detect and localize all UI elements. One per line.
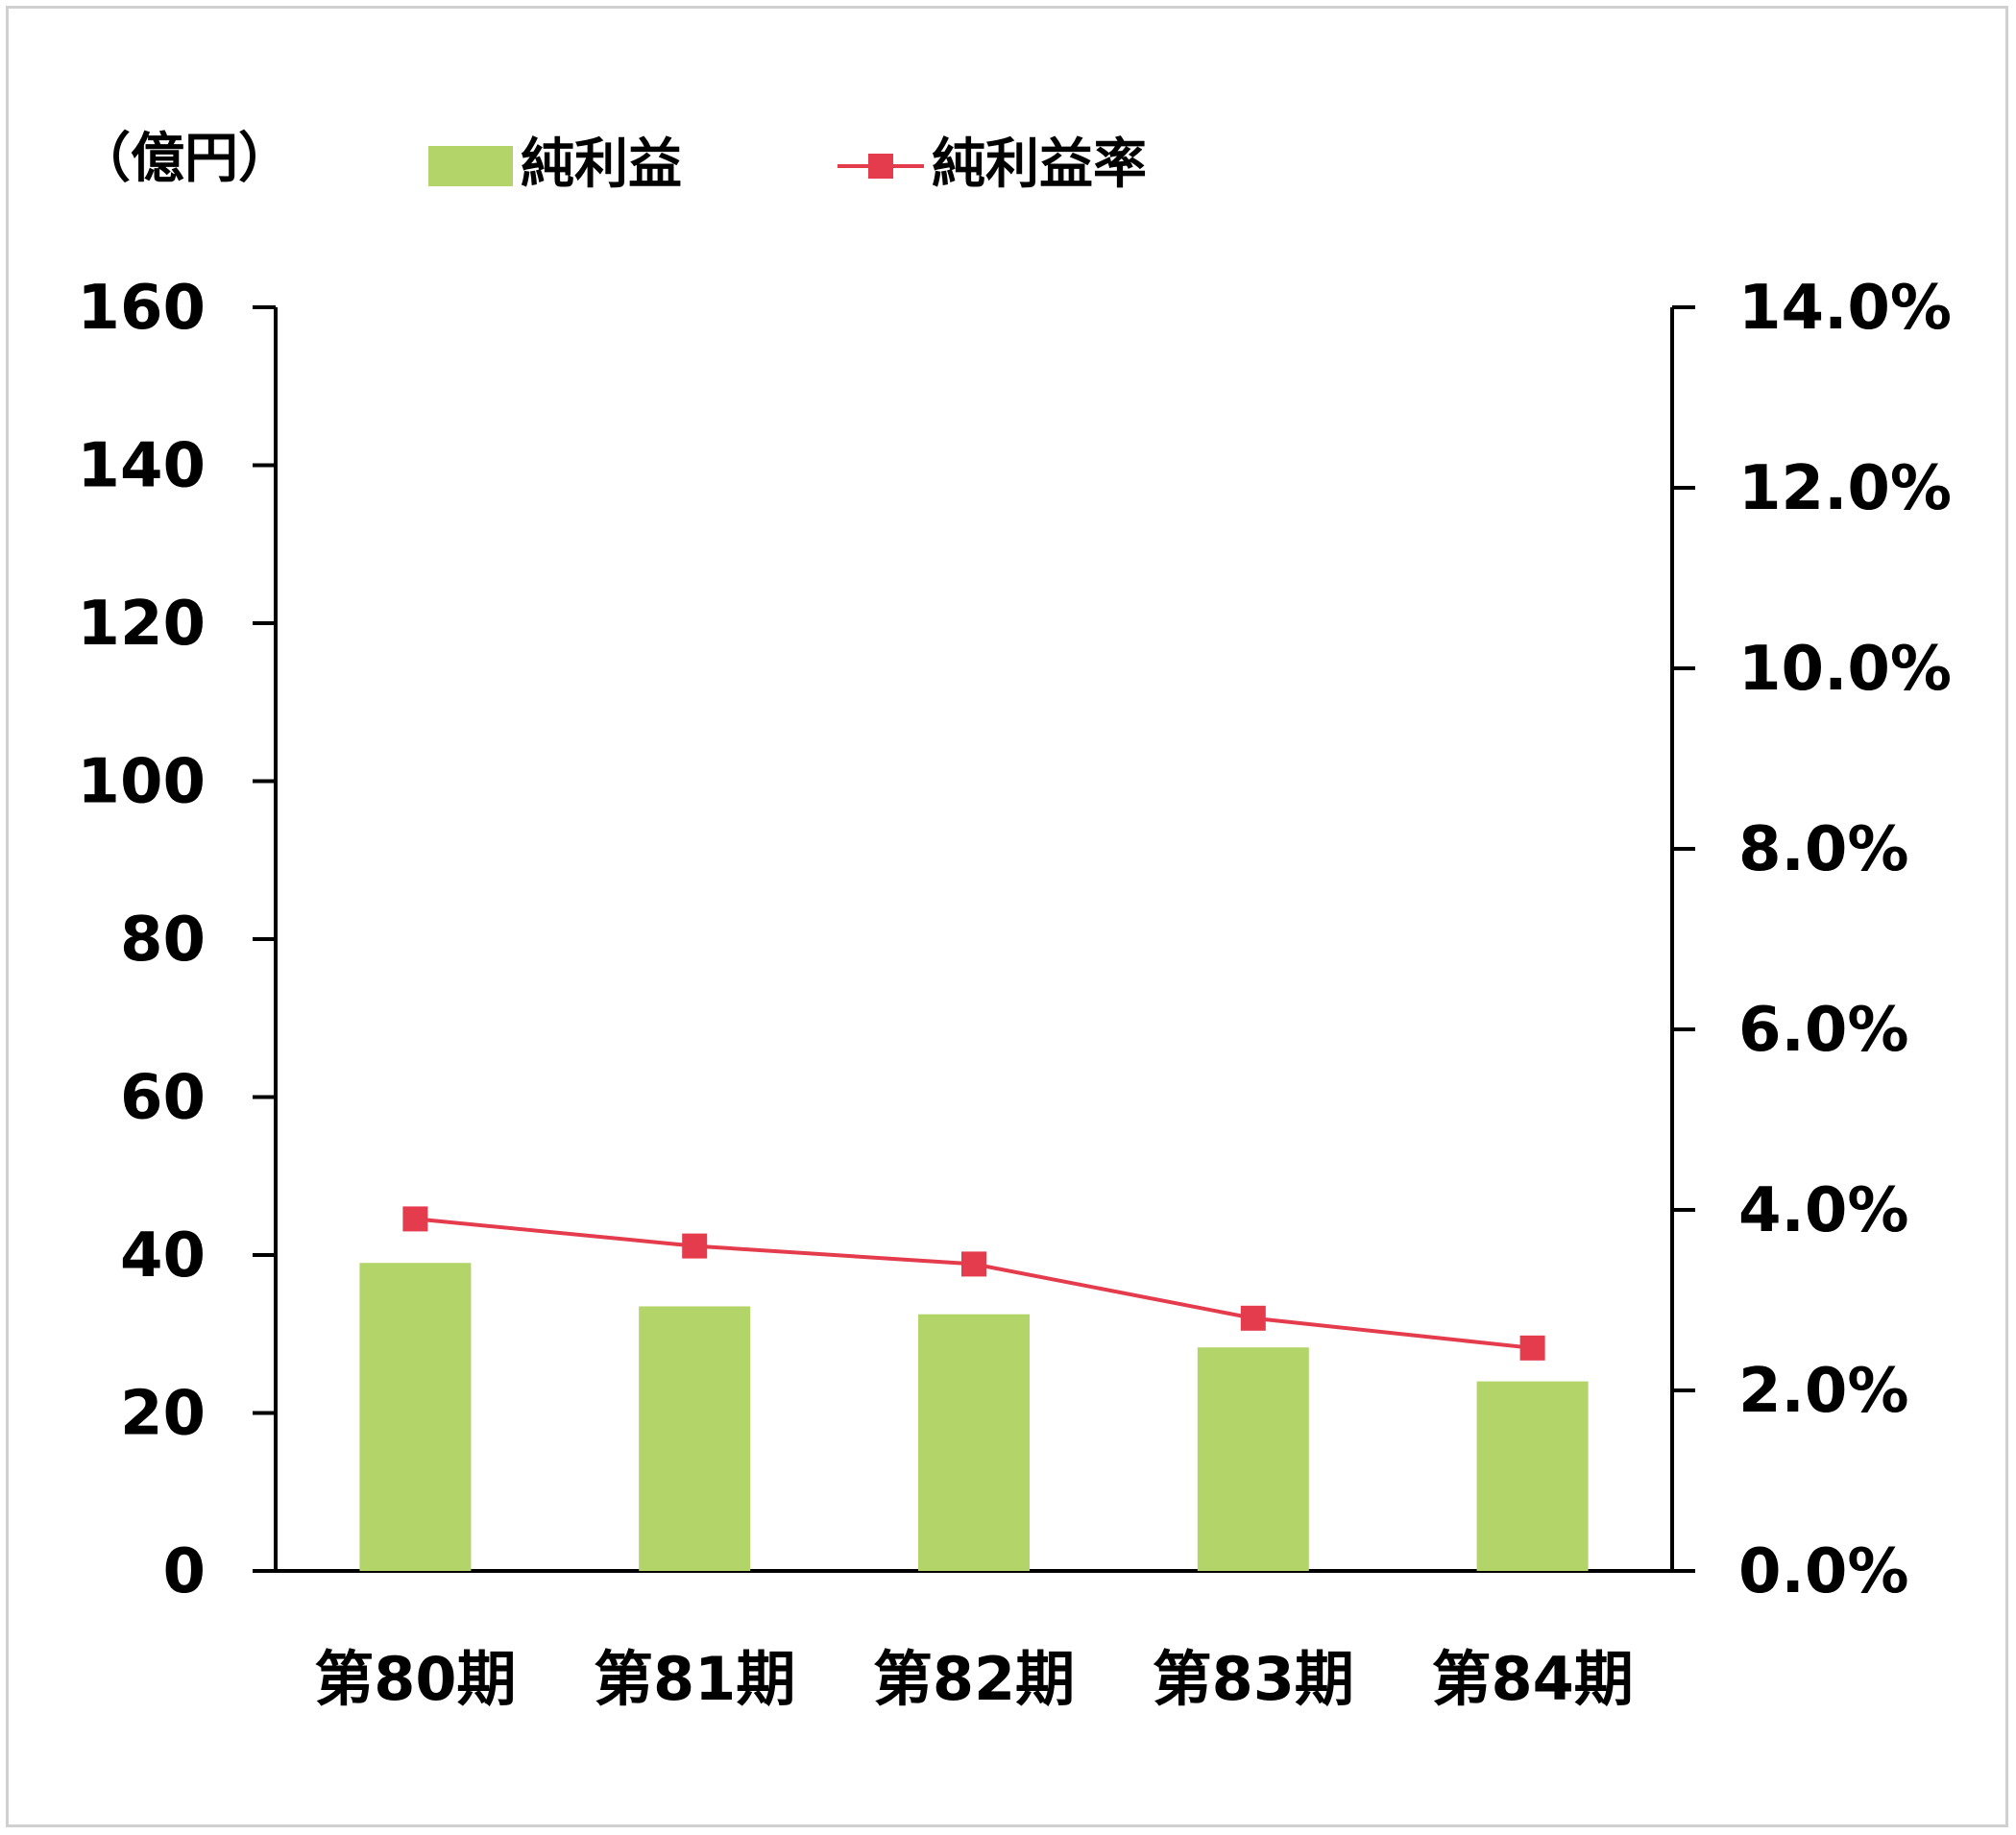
left-tick-label: 20 bbox=[120, 1379, 206, 1450]
legend-bar-label: 純利益 bbox=[521, 133, 682, 196]
line-marker bbox=[402, 1206, 428, 1232]
line-marker bbox=[1240, 1305, 1266, 1331]
left-tick-label: 60 bbox=[120, 1063, 206, 1134]
right-tick-label: 4.0% bbox=[1738, 1175, 1909, 1246]
right-tick-label: 12.0% bbox=[1738, 453, 1952, 524]
bar bbox=[639, 1306, 751, 1571]
x-tick-label: 第81期 bbox=[594, 1644, 795, 1714]
right-tick-label: 2.0% bbox=[1738, 1356, 1909, 1427]
right-tick-label: 14.0% bbox=[1738, 273, 1952, 344]
left-tick-label: 40 bbox=[120, 1220, 206, 1292]
right-tick-label: 8.0% bbox=[1738, 814, 1909, 885]
left-tick-label: 120 bbox=[77, 589, 206, 660]
line-marker bbox=[682, 1233, 708, 1259]
bar bbox=[359, 1263, 472, 1571]
line-series bbox=[402, 1206, 1545, 1361]
right-tick-label: 0.0% bbox=[1738, 1536, 1909, 1607]
left-tick-label: 80 bbox=[120, 905, 206, 976]
right-tick-label: 6.0% bbox=[1738, 995, 1909, 1066]
bar bbox=[918, 1314, 1030, 1571]
left-tick-label: 140 bbox=[77, 431, 206, 502]
legend: 純利益 純利益率 bbox=[428, 133, 1147, 196]
bar bbox=[1476, 1381, 1589, 1571]
legend-line-label: 純利益率 bbox=[932, 133, 1147, 196]
legend-line-marker bbox=[868, 154, 893, 179]
right-tick-label: 10.0% bbox=[1738, 634, 1952, 705]
right-axis-ticks: 0.0% 2.0% 4.0% 6.0% 8.0% 10.0% 12.0% 14.0% bbox=[1672, 273, 1952, 1607]
left-axis-ticks: 0 20 40 60 80 100 120 140 160 bbox=[77, 273, 276, 1607]
bar-series bbox=[359, 1263, 1589, 1571]
bar bbox=[1197, 1347, 1309, 1571]
left-tick-label: 100 bbox=[77, 747, 206, 818]
unit-label: （億円） bbox=[77, 128, 292, 190]
x-tick-label: 第82期 bbox=[873, 1644, 1075, 1714]
x-axis-labels: 第80期 第81期 第82期 第83期 第84期 bbox=[314, 1644, 1633, 1714]
line-marker bbox=[961, 1251, 986, 1277]
x-tick-label: 第84期 bbox=[1431, 1644, 1633, 1714]
left-tick-label: 0 bbox=[162, 1536, 206, 1607]
x-tick-label: 第80期 bbox=[314, 1644, 516, 1714]
x-tick-label: 第83期 bbox=[1153, 1644, 1354, 1714]
line-marker bbox=[1519, 1335, 1545, 1361]
left-tick-label: 160 bbox=[77, 273, 206, 344]
legend-bar-swatch bbox=[428, 146, 513, 186]
